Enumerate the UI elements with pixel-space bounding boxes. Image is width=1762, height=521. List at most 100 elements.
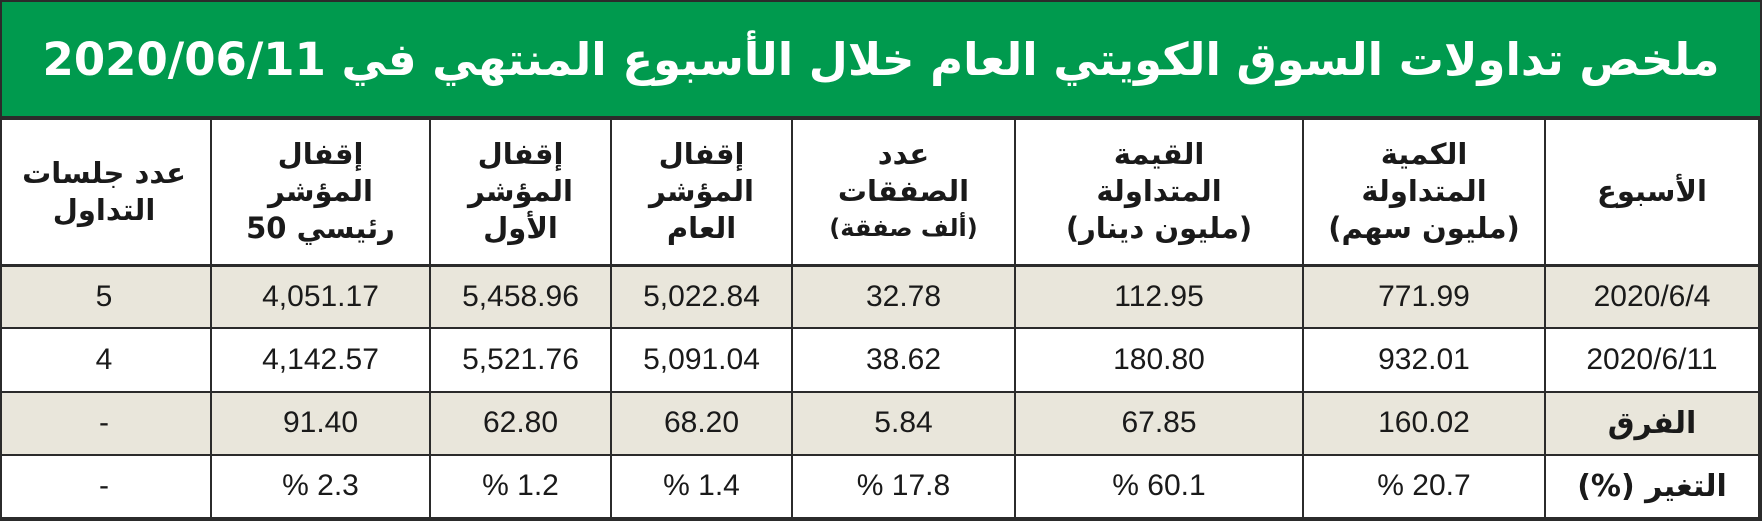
header-line: المؤشر <box>267 174 373 209</box>
table-row-week1: 2020/6/4 771.99 112.95 32.78 5,022.84 5,… <box>2 263 1760 330</box>
header-unit: (مليون سهم) <box>1328 211 1520 246</box>
row-label: التغير (%) <box>1577 468 1727 504</box>
cell-value: 5,022.84 <box>643 279 760 313</box>
cell-value: 771.99 <box>1378 279 1470 313</box>
cell-value: 38.62 <box>865 342 942 376</box>
header-line: الكمية <box>1380 137 1468 172</box>
table-cell: 4,051.17 <box>210 263 431 330</box>
cell-value: 5.84 <box>874 406 933 440</box>
table-cell: 5 <box>2 263 212 330</box>
table-cell: 38.62 <box>791 327 1016 393</box>
header-line: القيمة <box>1113 137 1205 172</box>
cell-value: 180.80 <box>1113 342 1205 376</box>
table-cell: 4 <box>2 327 212 393</box>
table-cell: % 1.4 <box>610 453 793 519</box>
week-cell: التغير (%) <box>1544 453 1760 519</box>
cell-value: % 1.4 <box>663 469 740 503</box>
cell-value: 5 <box>95 279 113 313</box>
table-cell: - <box>2 453 212 519</box>
header-line: المتداولة <box>1361 174 1487 209</box>
table-cell: % 17.8 <box>791 453 1016 519</box>
column-header-trades: عدد الصفقات (ألف صفقة) <box>791 118 1016 267</box>
cell-value: 62.80 <box>482 406 559 440</box>
table-cell: 91.40 <box>210 390 431 456</box>
header-line: العام <box>666 211 737 246</box>
table-cell: 4,142.57 <box>210 327 431 393</box>
table-cell: 180.80 <box>1014 327 1304 393</box>
table-cell: % 20.7 <box>1302 453 1546 519</box>
table-cell: 67.85 <box>1014 390 1304 456</box>
cell-value: % 2.3 <box>282 469 359 503</box>
cell-value: 932.01 <box>1378 342 1470 376</box>
cell-value: - <box>99 406 109 440</box>
table-cell: 5,521.76 <box>429 327 612 393</box>
column-header-quantity: الكمية المتداولة (مليون سهم) <box>1302 118 1546 267</box>
week-value: 2020/6/11 <box>1586 342 1718 376</box>
header-line: الأول <box>483 211 558 246</box>
cell-value: 4 <box>95 342 113 376</box>
week-cell: الفرق <box>1544 390 1760 456</box>
table-cell: - <box>2 390 212 456</box>
table-cell: 112.95 <box>1014 263 1304 330</box>
table-cell: % 2.3 <box>210 453 431 519</box>
table-cell: 771.99 <box>1302 263 1546 330</box>
column-header-index-main50: إقفال المؤشر رئيسي 50 <box>210 118 431 267</box>
week-value: 2020/6/4 <box>1593 279 1711 313</box>
column-header-sessions: عدد جلسات التداول <box>2 118 212 267</box>
table-cell: 5,458.96 <box>429 263 612 330</box>
header-line: عدد جلسات <box>22 155 186 190</box>
column-header-week: الأسبوع <box>1544 118 1760 267</box>
cell-value: 5,521.76 <box>462 342 579 376</box>
table-cell: % 1.2 <box>429 453 612 519</box>
cell-value: % 60.1 <box>1112 469 1206 503</box>
cell-value: 91.40 <box>282 406 359 440</box>
column-header-value: القيمة المتداولة (مليون دينار) <box>1014 118 1304 267</box>
cell-value: 112.95 <box>1114 279 1204 313</box>
cell-value: - <box>99 469 109 503</box>
table-cell: 5.84 <box>791 390 1016 456</box>
header-line: المؤشر <box>467 174 573 209</box>
cell-value: 4,142.57 <box>262 342 379 376</box>
cell-value: 68.20 <box>663 406 740 440</box>
table-cell: 62.80 <box>429 390 612 456</box>
header-line: إقفال <box>277 137 364 172</box>
table-row-difference: الفرق 160.02 67.85 5.84 68.20 62.80 91.4… <box>2 390 1760 456</box>
table-cell: 32.78 <box>791 263 1016 330</box>
header-unit: (مليون دينار) <box>1065 211 1253 246</box>
table-cell: 68.20 <box>610 390 793 456</box>
header-line: عدد <box>877 137 930 172</box>
table-cell: 932.01 <box>1302 327 1546 393</box>
cell-value: 5,458.96 <box>462 279 579 313</box>
header-line: الأسبوع <box>1597 174 1707 209</box>
table-cell: 160.02 <box>1302 390 1546 456</box>
cell-value: % 20.7 <box>1377 469 1471 503</box>
week-cell: 2020/6/11 <box>1544 327 1760 393</box>
header-line: رئيسي 50 <box>246 211 395 246</box>
table-cell: 5,091.04 <box>610 327 793 393</box>
row-label: الفرق <box>1607 405 1697 441</box>
header-line: المتداولة <box>1096 174 1222 209</box>
cell-value: 5,091.04 <box>643 342 760 376</box>
cell-value: % 17.8 <box>856 469 951 503</box>
header-unit: (ألف صفقة) <box>829 214 978 243</box>
page-title: ملخص تداولات السوق الكويتي العام خلال ال… <box>42 32 1721 86</box>
header-line: التداول <box>52 192 156 227</box>
cell-value: 32.78 <box>865 279 942 313</box>
header-line: إقفال <box>658 137 745 172</box>
cell-value: 67.85 <box>1121 406 1197 440</box>
table-cell: % 60.1 <box>1014 453 1304 519</box>
title-bar: ملخص تداولات السوق الكويتي العام خلال ال… <box>2 2 1760 118</box>
column-header-index-general: إقفال المؤشر العام <box>610 118 793 267</box>
table-header-row: الأسبوع الكمية المتداولة (مليون سهم) الق… <box>2 118 1760 267</box>
table-row-week2: 2020/6/11 932.01 180.80 38.62 5,091.04 5… <box>2 327 1760 393</box>
week-cell: 2020/6/4 <box>1544 263 1760 330</box>
cell-value: % 1.2 <box>482 469 559 503</box>
cell-value: 4,051.17 <box>262 279 379 313</box>
column-header-index-first: إقفال المؤشر الأول <box>429 118 612 267</box>
market-summary-table: الأسبوع الكمية المتداولة (مليون سهم) الق… <box>2 118 1760 519</box>
header-line: إقفال <box>477 137 564 172</box>
table-cell: 5,022.84 <box>610 263 793 330</box>
table-row-change-percent: التغير (%) % 20.7 % 60.1 % 17.8 % 1.4 % … <box>2 453 1760 519</box>
header-line: المؤشر <box>648 174 754 209</box>
